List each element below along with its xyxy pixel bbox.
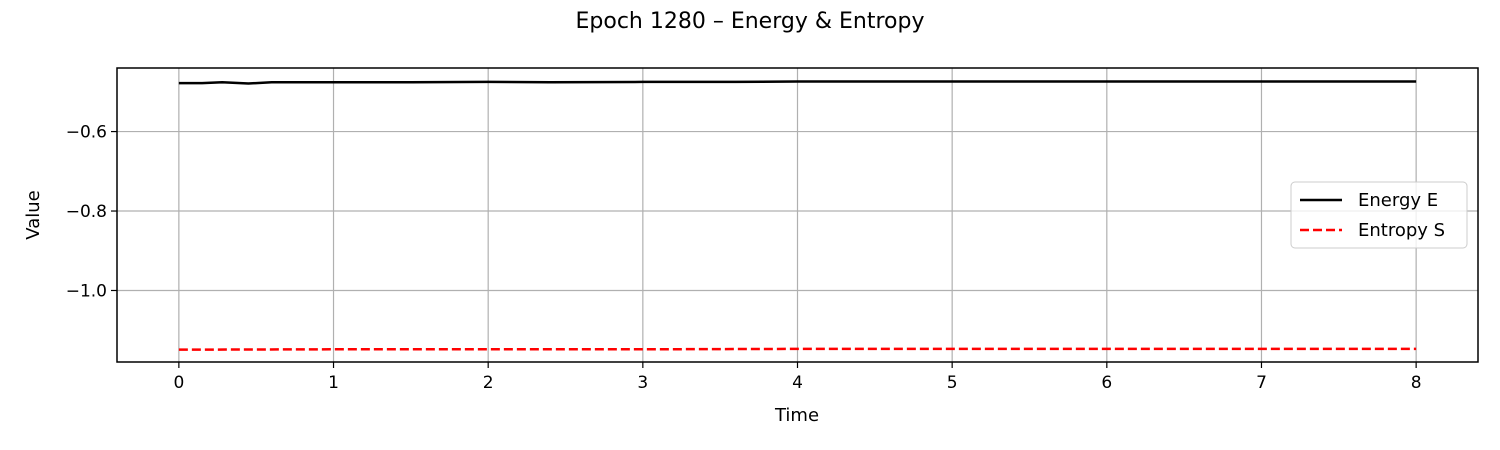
- y-axis-label: Value: [23, 190, 44, 239]
- x-tick-label: 2: [483, 373, 494, 393]
- x-tick-label: 0: [173, 373, 184, 393]
- x-axis-label: Time: [774, 405, 819, 426]
- x-tick-label: 5: [947, 373, 958, 393]
- legend: Energy E Entropy S: [1290, 181, 1468, 249]
- grid-layer: [117, 68, 1478, 362]
- y-tick-label: −0.6: [66, 123, 107, 143]
- x-tick-label: 8: [1411, 373, 1422, 393]
- x-tick-label: 6: [1101, 373, 1112, 393]
- x-tick-label: 4: [792, 373, 803, 393]
- y-tick-label: −1.0: [66, 281, 107, 301]
- legend-label-energy: Energy E: [1358, 190, 1438, 211]
- tick-layer: 0 1 2 3 4 5 6 7 8 −0.6 −0.8 −1.0: [66, 123, 1422, 393]
- x-tick-label: 7: [1256, 373, 1267, 393]
- x-tick-label: 3: [637, 373, 648, 393]
- legend-box: [1290, 181, 1468, 249]
- series-layer: [178, 80, 1417, 351]
- x-tick-label: 1: [328, 373, 339, 393]
- legend-label-entropy: Entropy S: [1358, 220, 1445, 241]
- y-tick-label: −0.8: [66, 202, 107, 222]
- chart-title: Epoch 1280 – Energy & Entropy: [576, 9, 925, 34]
- series-line-energy: [178, 80, 1417, 85]
- series-line-entropy: [178, 347, 1417, 351]
